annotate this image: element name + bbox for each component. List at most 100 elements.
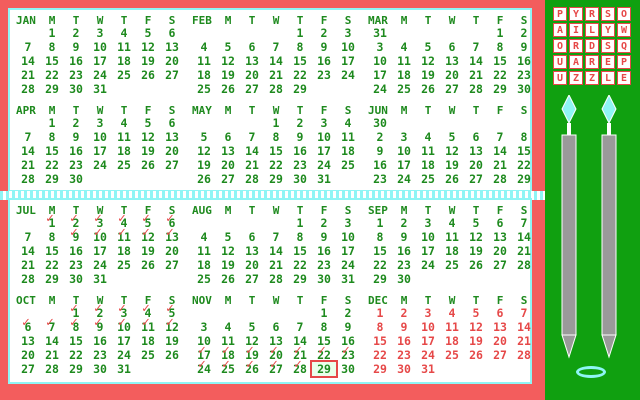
day-cell[interactable]: 1 bbox=[40, 212, 64, 230]
day-cell[interactable]: 22 bbox=[293, 258, 307, 272]
day-cell[interactable]: 31 bbox=[341, 272, 355, 286]
day-cell[interactable]: 1 bbox=[48, 116, 56, 130]
day-cell[interactable]: 8 bbox=[296, 40, 304, 54]
day-cell[interactable]: 16 bbox=[397, 334, 411, 348]
day-cell[interactable]: 2 bbox=[400, 306, 408, 320]
day-cell[interactable]: 25 bbox=[117, 158, 131, 172]
day-cell[interactable]: 5 bbox=[472, 216, 480, 230]
day-cell[interactable]: 11 bbox=[341, 130, 355, 144]
day-cell[interactable]: 29 bbox=[373, 362, 387, 376]
day-cell[interactable]: 21 bbox=[517, 334, 531, 348]
day-cell[interactable]: 2 bbox=[400, 216, 408, 230]
day-cell[interactable]: 25 bbox=[421, 172, 435, 186]
day-cell[interactable]: 10 bbox=[397, 144, 411, 158]
day-cell[interactable]: 15 bbox=[517, 144, 531, 158]
day-cell[interactable]: 19 bbox=[141, 244, 155, 258]
day-cell[interactable]: 25 bbox=[197, 272, 211, 286]
day-cell[interactable]: 26 bbox=[141, 68, 155, 82]
day-cell[interactable]: 17 bbox=[421, 244, 435, 258]
day-cell[interactable]: 31 bbox=[117, 362, 131, 376]
day-cell[interactable]: 12 bbox=[469, 320, 483, 334]
day-cell[interactable]: 16 bbox=[317, 54, 331, 68]
day-cell[interactable]: 27 bbox=[21, 362, 35, 376]
day-cell[interactable]: 21 bbox=[269, 68, 283, 82]
day-cell[interactable]: 11 bbox=[445, 230, 459, 244]
day-cell[interactable]: 22 bbox=[45, 68, 59, 82]
day-cell[interactable]: 2 bbox=[320, 216, 328, 230]
day-cell[interactable]: 24 bbox=[421, 258, 435, 272]
day-cell[interactable]: 9 bbox=[296, 130, 304, 144]
day-cell[interactable]: 3 bbox=[424, 306, 432, 320]
day-cell[interactable]: 20 bbox=[245, 258, 259, 272]
day-cell[interactable]: 23 bbox=[69, 258, 83, 272]
selected-day-cell[interactable]: 29 bbox=[310, 360, 338, 378]
day-cell[interactable]: 4 bbox=[448, 306, 456, 320]
day-cell[interactable]: 29 bbox=[269, 172, 283, 186]
day-cell[interactable]: 15 bbox=[45, 244, 59, 258]
day-cell[interactable]: 22 bbox=[45, 158, 59, 172]
day-cell[interactable]: 19 bbox=[445, 158, 459, 172]
day-cell[interactable]: 9 bbox=[64, 226, 88, 244]
day-cell[interactable]: 2 bbox=[296, 116, 304, 130]
day-cell[interactable]: 26 bbox=[240, 358, 264, 376]
day-cell[interactable]: 19 bbox=[469, 244, 483, 258]
day-cell[interactable]: 10 bbox=[341, 230, 355, 244]
day-cell[interactable]: 10 bbox=[341, 40, 355, 54]
day-cell[interactable]: 21 bbox=[45, 348, 59, 362]
day-cell[interactable]: 29 bbox=[69, 362, 83, 376]
day-cell[interactable]: 23 bbox=[373, 172, 387, 186]
day-cell[interactable]: 21 bbox=[469, 68, 483, 82]
pen-icon[interactable] bbox=[597, 95, 621, 360]
day-cell[interactable]: 21 bbox=[21, 258, 35, 272]
day-cell[interactable]: 22 bbox=[517, 158, 531, 172]
day-cell[interactable]: 8 bbox=[520, 130, 528, 144]
day-cell[interactable]: 3 bbox=[400, 130, 408, 144]
day-cell[interactable]: 1 bbox=[376, 216, 384, 230]
day-cell[interactable]: 30 bbox=[397, 362, 411, 376]
day-cell[interactable]: 15 bbox=[45, 54, 59, 68]
day-cell[interactable]: 1 bbox=[376, 306, 384, 320]
day-cell[interactable]: 9 bbox=[376, 144, 384, 158]
day-cell[interactable]: 28 bbox=[517, 348, 531, 362]
day-cell[interactable]: 30 bbox=[69, 272, 83, 286]
day-cell[interactable]: 26 bbox=[445, 172, 459, 186]
day-cell[interactable]: 3 bbox=[112, 302, 136, 320]
day-cell[interactable]: 24 bbox=[93, 258, 107, 272]
day-cell[interactable]: 16 bbox=[317, 244, 331, 258]
day-cell[interactable]: 26 bbox=[197, 172, 211, 186]
day-cell[interactable]: 27 bbox=[493, 258, 507, 272]
day-cell[interactable]: 19 bbox=[141, 144, 155, 158]
day-cell[interactable]: 7 bbox=[472, 40, 480, 54]
day-cell[interactable]: 6 bbox=[168, 116, 176, 130]
day-cell[interactable]: 26 bbox=[469, 348, 483, 362]
day-cell[interactable]: 13 bbox=[493, 320, 507, 334]
day-cell[interactable]: 30 bbox=[293, 172, 307, 186]
day-cell[interactable]: 29 bbox=[373, 272, 387, 286]
day-cell[interactable]: 25 bbox=[445, 348, 459, 362]
day-cell[interactable]: 9 bbox=[320, 230, 328, 244]
day-cell[interactable]: 27 bbox=[165, 68, 179, 82]
day-cell[interactable]: 8 bbox=[64, 316, 88, 334]
day-cell[interactable]: 18 bbox=[341, 144, 355, 158]
day-cell[interactable]: 30 bbox=[341, 362, 355, 376]
day-cell[interactable]: 28 bbox=[269, 82, 283, 96]
day-cell[interactable]: 25 bbox=[397, 82, 411, 96]
day-cell[interactable]: 20 bbox=[165, 244, 179, 258]
day-cell[interactable]: 19 bbox=[141, 54, 155, 68]
day-cell[interactable]: 5 bbox=[160, 302, 184, 320]
day-cell[interactable]: 25 bbox=[197, 82, 211, 96]
day-cell[interactable]: 24 bbox=[93, 68, 107, 82]
day-cell[interactable]: 4 bbox=[448, 216, 456, 230]
day-cell[interactable]: 27 bbox=[469, 172, 483, 186]
day-cell[interactable]: 6 bbox=[248, 230, 256, 244]
day-cell[interactable]: 24 bbox=[93, 158, 107, 172]
day-cell[interactable]: 14 bbox=[517, 320, 531, 334]
day-cell[interactable]: 11 bbox=[397, 54, 411, 68]
day-cell[interactable]: 29 bbox=[517, 172, 531, 186]
day-cell[interactable]: 3 bbox=[344, 26, 352, 40]
day-cell[interactable]: 19 bbox=[197, 158, 211, 172]
day-cell[interactable]: 25 bbox=[341, 158, 355, 172]
day-cell[interactable]: 19 bbox=[421, 68, 435, 82]
day-cell[interactable]: 5 bbox=[248, 320, 256, 334]
day-cell[interactable]: 7 bbox=[24, 230, 32, 244]
